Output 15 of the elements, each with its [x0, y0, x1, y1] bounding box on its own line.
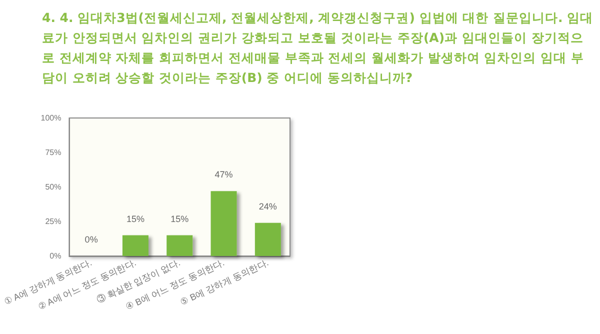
y-tick-label: 100% — [40, 114, 62, 122]
bar — [210, 191, 237, 256]
y-tick-label: 0% — [50, 252, 62, 260]
y-tick-label: 25% — [45, 217, 62, 226]
data-label: 15% — [170, 214, 189, 224]
y-tick-label: 75% — [45, 148, 62, 157]
data-label: 0% — [84, 234, 98, 244]
bar — [166, 235, 193, 256]
text: 4. 4. 임대차3법(전월세신고제, 전월세상한제, 계약갱신청구권) 입법에 대한 질문입니다. 임대료가 안정되면서 임차인의 권리가 강화되고 보호될 것이라는 주장(A)과 임대인들이 장기적으로 전세계약 자체를 회피하면서 전세매물 부족과 전세의 월세화가 발생하여 임차인의 임대 부담이 오히려 상승할 것이라는 주장(B) 중 어디에 동의하십니까? — [42, 9, 594, 87]
y-tick-label: 50% — [45, 182, 62, 192]
bar — [122, 235, 148, 256]
data-label: 24% — [258, 201, 277, 212]
data-label: 15% — [126, 214, 144, 224]
bar — [254, 222, 281, 256]
data-label: 47% — [214, 170, 233, 180]
